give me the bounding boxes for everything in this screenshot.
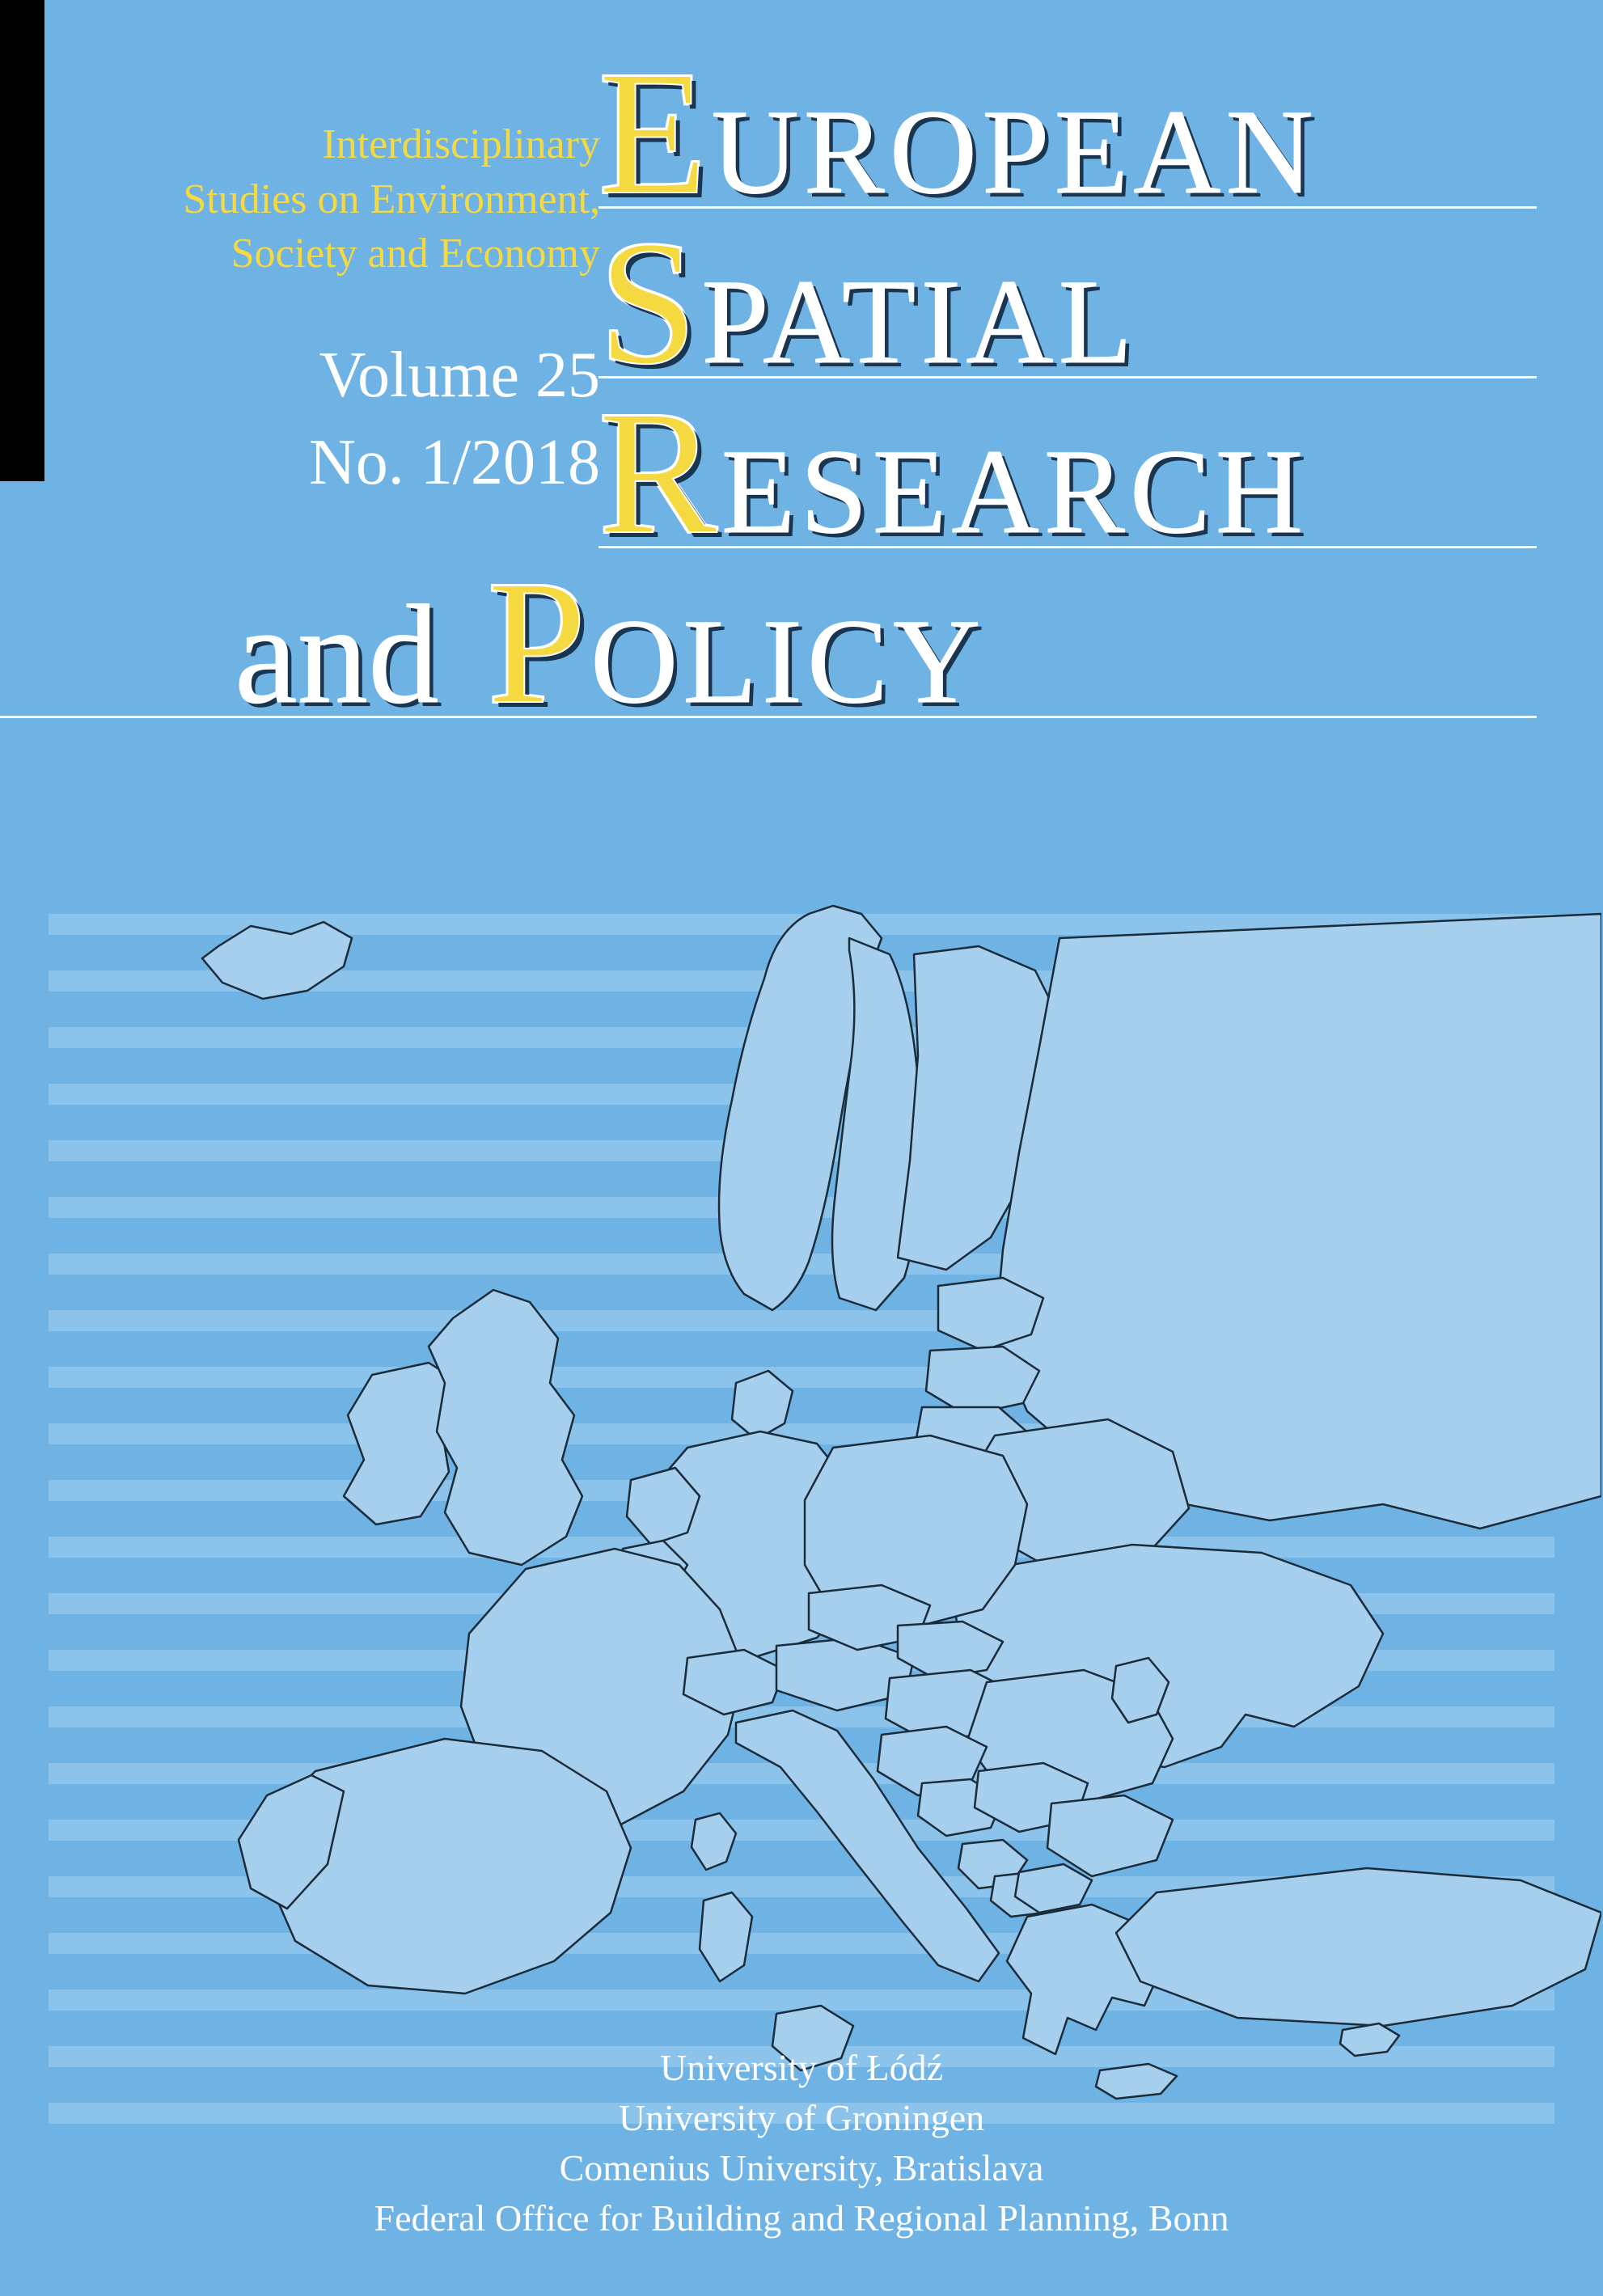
black-side-tab [0, 0, 44, 481]
subtitle-line-1: Interdisciplinary [183, 117, 600, 172]
title-initial-P: P [488, 562, 582, 722]
title-initial-S: S [598, 222, 693, 383]
university-2: University of Groningen [0, 2093, 1603, 2143]
europe-map-area [0, 882, 1603, 2159]
subtitle: Interdisciplinary Studies on Environment… [183, 117, 600, 281]
volume-line: Volume 25 [309, 332, 600, 419]
subtitle-line-2: Studies on Environment, [183, 172, 600, 227]
title-initial-E: E [598, 53, 703, 213]
iceland [202, 922, 352, 999]
europe-map [105, 865, 1601, 2200]
title-line-european: E UROPEAN [598, 53, 1569, 218]
university-3: Comenius University, Bratislava [0, 2143, 1603, 2193]
volume-info: Volume 25 No. 1/2018 [309, 332, 600, 506]
sardinia [700, 1892, 752, 1981]
title-initial-R: R [598, 392, 713, 552]
corsica [692, 1813, 736, 1870]
subtitle-line-3: Society and Economy [183, 226, 600, 281]
title-line-research: R ESEARCH [598, 392, 1569, 558]
issue-line: No. 1/2018 [309, 419, 600, 506]
title-rest-european: UROPEAN [711, 98, 1318, 207]
bulgaria [1047, 1795, 1173, 1876]
title-line-spatial: S PATIAL [598, 222, 1569, 388]
title-line-policy: and P OLICY [235, 562, 1569, 728]
university-1: University of Łódź [0, 2043, 1603, 2093]
uk [429, 1290, 582, 1565]
denmark [732, 1371, 793, 1440]
universities-list: University of Łódź University of Groning… [0, 2043, 1603, 2243]
title-and: and [235, 591, 439, 719]
title-rest-spatial: PATIAL [701, 268, 1137, 377]
turkey [1116, 1868, 1601, 2026]
title-rest-research: ESEARCH [721, 438, 1308, 547]
macedonia [1015, 1864, 1092, 1913]
university-4: Federal Office for Building and Regional… [0, 2193, 1603, 2243]
title-rest-policy: OLICY [590, 607, 985, 717]
journal-title: E UROPEAN S PATIAL R ESEARCH and P OLICY [598, 53, 1569, 732]
